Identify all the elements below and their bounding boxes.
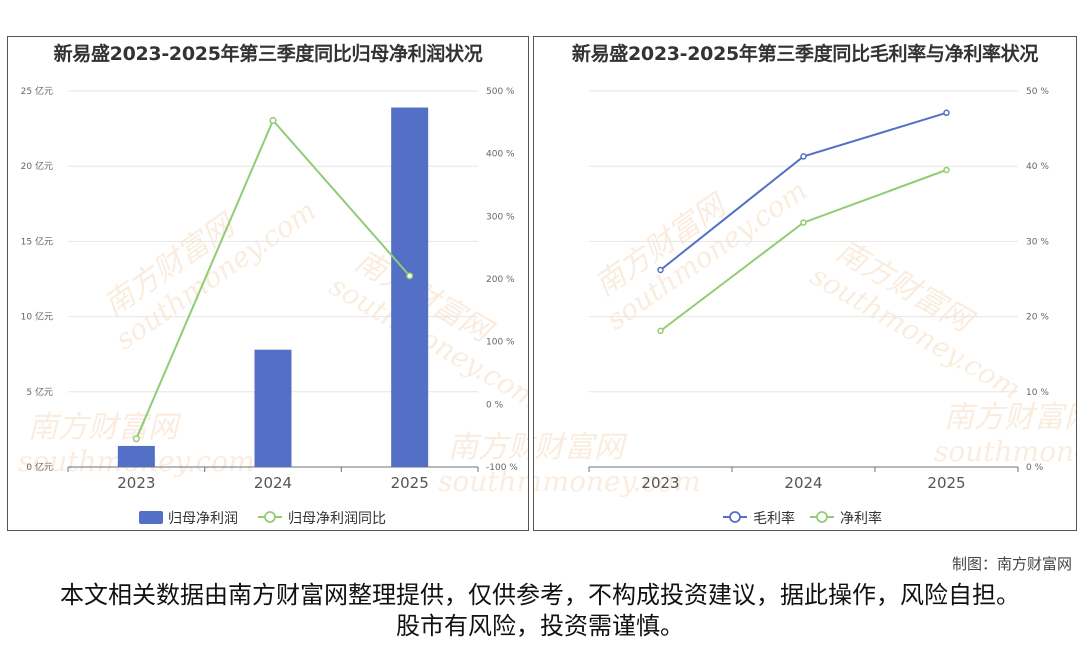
x-tick-label-2025: 2025 bbox=[391, 474, 429, 492]
legend: 归母净利润 归母净利润同比 bbox=[139, 510, 386, 527]
watermark-cn: 南方财富网 bbox=[534, 430, 628, 465]
y-right-tick-label: 300 % bbox=[486, 212, 515, 222]
y-right-tick-label: 100 % bbox=[486, 338, 515, 348]
legend-swatch-bar bbox=[139, 511, 163, 524]
y-right-tick-label: 200 % bbox=[486, 275, 515, 285]
bar-2025 bbox=[391, 107, 429, 467]
y-right-tick-label: -100 % bbox=[486, 463, 518, 473]
y-right-tick-label: 500 % bbox=[486, 87, 515, 97]
legend-label-毛利率: 毛利率 bbox=[753, 510, 795, 527]
y-right-tick-label: 10 % bbox=[1026, 388, 1049, 398]
x-tick-label-2025: 2025 bbox=[927, 474, 965, 492]
x-tick-label-2023: 2023 bbox=[641, 474, 679, 492]
y-left-tick-label: 5 亿元 bbox=[26, 386, 53, 398]
y-right-tick-label: 0 % bbox=[1026, 463, 1044, 473]
line-point-2024 bbox=[269, 116, 277, 125]
chart-panel-net-profit: 南方财富网southmoney.com南方财富网southmoney.com南方… bbox=[7, 36, 529, 531]
line-point-毛利率-2024 bbox=[800, 153, 807, 160]
line-point-2023 bbox=[132, 435, 140, 443]
y-right-tick-label: 20 % bbox=[1026, 313, 1049, 323]
watermark-cn: 南方财富网 bbox=[944, 400, 1076, 435]
grid-lines bbox=[589, 90, 1018, 393]
line-point-净利率-2025 bbox=[943, 166, 950, 174]
chart-title-margins: 新易盛2023-2025年第三季度同比毛利率与净利率状况 bbox=[571, 43, 1039, 65]
x-tick-label-2024: 2024 bbox=[784, 474, 822, 492]
bar-2024 bbox=[254, 349, 292, 467]
y-left-tick-label: 0 亿元 bbox=[26, 461, 53, 473]
disclaimer-text: 本文相关数据由南方财富网整理提供，仅供参考，不构成投资建议，据此操作，风险自担。… bbox=[60, 581, 1020, 640]
watermark-cn: 南方财富网 bbox=[448, 430, 528, 465]
net-profit-chart: 南方财富网southmoney.com南方财富网southmoney.com南方… bbox=[18, 85, 528, 527]
legend-swatch-marker-毛利率 bbox=[729, 511, 741, 523]
watermark-en: southmoney.com bbox=[934, 435, 1076, 468]
x-tick-label-2023: 2023 bbox=[117, 474, 155, 492]
legend-label-净利率: 净利率 bbox=[840, 510, 882, 527]
line-point-净利率-2024 bbox=[800, 219, 807, 226]
legend-swatch-marker-净利率 bbox=[816, 511, 828, 523]
legend-swatch-marker bbox=[264, 511, 276, 523]
watermark-en: southmoney.com bbox=[534, 465, 701, 498]
y-right-tick-label: 30 % bbox=[1026, 237, 1049, 247]
legend: 毛利率 净利率 bbox=[723, 510, 882, 527]
line-point-2025 bbox=[406, 272, 414, 280]
line-point-毛利率-2025 bbox=[943, 109, 950, 117]
chart-panel-margins: 南方财富网 southmoney.com 南方财富网 southmoney.com 南方… bbox=[533, 36, 1077, 531]
y-right-tick-label: 400 % bbox=[486, 150, 515, 160]
y-right-tick-label: 40 % bbox=[1026, 162, 1049, 172]
chart-title-net-profit: 新易盛2023-2025年第三季度同比归母净利润状况 bbox=[53, 43, 483, 65]
y-left-tick-label: 20 亿元 bbox=[21, 160, 53, 172]
y-left-tick-label: 25 亿元 bbox=[21, 85, 53, 97]
legend-label-line: 归母净利润同比 bbox=[288, 510, 386, 527]
x-tick-label-2024: 2024 bbox=[254, 474, 292, 492]
y-right-tick-label: 0 % bbox=[486, 400, 504, 410]
line-point-净利率-2023 bbox=[657, 327, 664, 335]
y-left-tick-label: 10 亿元 bbox=[21, 311, 53, 323]
bar-2023 bbox=[117, 445, 155, 467]
legend-label-bar: 归母净利润 bbox=[168, 510, 238, 527]
chart-credit: 制图：南方财富网 bbox=[951, 555, 1072, 573]
line-point-毛利率-2023 bbox=[657, 266, 664, 274]
watermark-cn: 南方财富网 bbox=[28, 410, 182, 445]
y-right-tick-label: 50 % bbox=[1026, 87, 1049, 97]
y-left-tick-label: 15 亿元 bbox=[21, 235, 53, 247]
watermark-en: southmoney.com bbox=[438, 465, 528, 498]
